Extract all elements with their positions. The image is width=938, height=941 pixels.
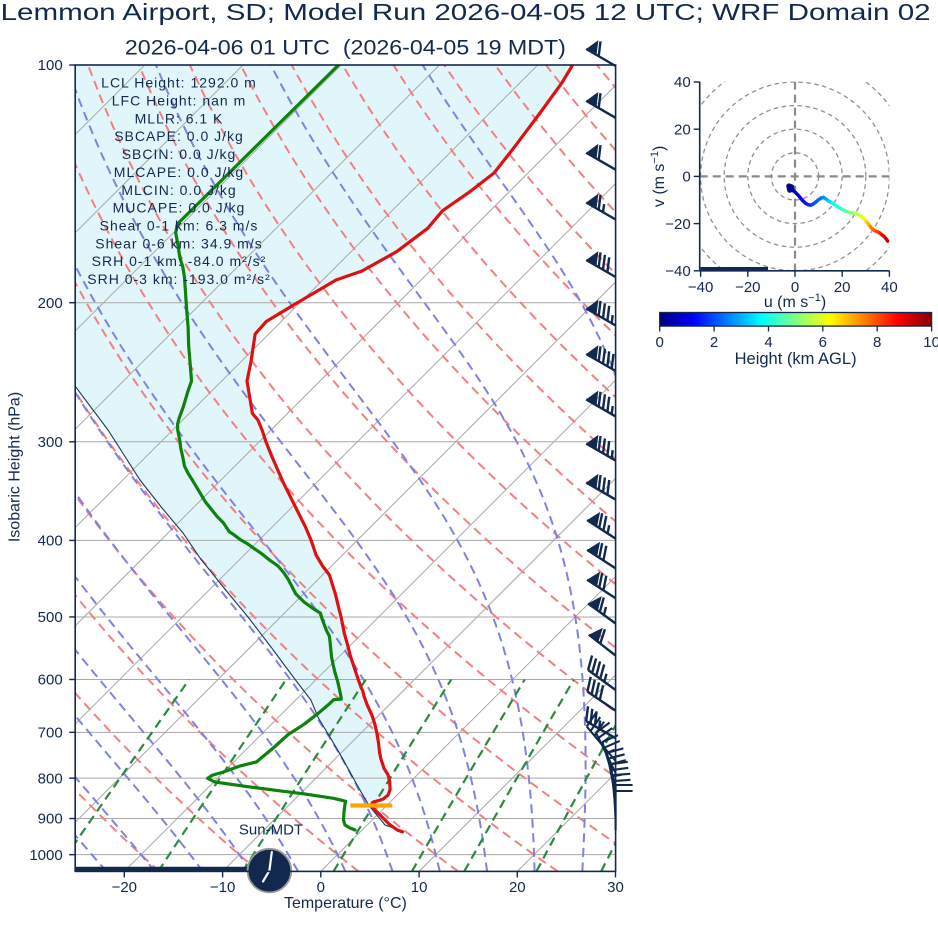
- svg-text:MLCIN: 0.0 J/kg: MLCIN: 0.0 J/kg: [121, 182, 236, 198]
- svg-text:Isobaric Height (hPa): Isobaric Height (hPa): [7, 392, 24, 542]
- svg-text:Sun-MDT: Sun-MDT: [239, 822, 303, 839]
- svg-text:−40: −40: [665, 263, 690, 280]
- svg-text:Lemmon Airport, SD; Model Run: Lemmon Airport, SD; Model Run 2026-04-05…: [1, 0, 931, 25]
- svg-text:Height (km AGL): Height (km AGL): [735, 350, 857, 368]
- svg-text:Temperature (°C): Temperature (°C): [284, 895, 407, 912]
- svg-text:−20: −20: [735, 279, 760, 296]
- svg-text:2: 2: [710, 334, 718, 351]
- svg-text:8: 8: [873, 334, 881, 351]
- svg-text:Shear 0-6 km: 34.9 m/s: Shear 0-6 km: 34.9 m/s: [95, 235, 263, 251]
- svg-text:SRH 0-3 km: -193.0 m²/s²: SRH 0-3 km: -193.0 m²/s²: [87, 271, 270, 287]
- svg-text:30: 30: [607, 879, 624, 896]
- svg-text:100: 100: [38, 57, 63, 74]
- svg-text:LCL Height: 1292.0 m: LCL Height: 1292.0 m: [101, 75, 257, 91]
- svg-text:SBCAPE: 0.0 J/kg: SBCAPE: 0.0 J/kg: [114, 128, 244, 144]
- svg-text:20: 20: [509, 879, 526, 896]
- svg-text:400: 400: [38, 533, 63, 550]
- svg-text:800: 800: [38, 770, 63, 787]
- svg-text:MLCAPE: 0.0 J/kg: MLCAPE: 0.0 J/kg: [114, 164, 244, 180]
- svg-text:0: 0: [656, 334, 664, 351]
- svg-text:2026-04-06 01 UTC (2026-04-05: 2026-04-06 01 UTC (2026-04-05 19 MDT): [125, 36, 566, 60]
- svg-text:1000: 1000: [29, 847, 62, 864]
- svg-text:6: 6: [819, 334, 827, 351]
- svg-text:Shear 0-1 km: 6.3 m/s: Shear 0-1 km: 6.3 m/s: [100, 218, 259, 234]
- svg-text:−20: −20: [112, 879, 137, 896]
- svg-text:700: 700: [38, 725, 63, 742]
- svg-text:300: 300: [38, 434, 63, 451]
- svg-text:LFC Height: nan m: LFC Height: nan m: [112, 93, 247, 109]
- svg-text:40: 40: [881, 279, 898, 296]
- svg-text:0: 0: [317, 879, 325, 896]
- svg-text:10: 10: [411, 879, 428, 896]
- svg-text:20: 20: [834, 279, 851, 296]
- svg-text:SRH 0-1 km: -84.0 m²/s²: SRH 0-1 km: -84.0 m²/s²: [92, 253, 267, 269]
- svg-text:MUCAPE: 0.0 J/kg: MUCAPE: 0.0 J/kg: [113, 200, 246, 216]
- svg-text:−20: −20: [665, 216, 690, 233]
- svg-text:−10: −10: [210, 879, 235, 896]
- svg-text:200: 200: [38, 295, 63, 312]
- svg-text:−40: −40: [688, 279, 713, 296]
- svg-text:600: 600: [38, 672, 63, 689]
- svg-text:10: 10: [923, 334, 938, 351]
- svg-text:4: 4: [764, 334, 772, 351]
- svg-text:40: 40: [674, 74, 691, 91]
- svg-text:SBCIN: 0.0 J/kg: SBCIN: 0.0 J/kg: [122, 146, 237, 162]
- svg-text:500: 500: [38, 609, 63, 626]
- svg-text:0: 0: [682, 169, 690, 186]
- svg-text:MLLR: 6.1 K: MLLR: 6.1 K: [135, 110, 224, 126]
- svg-text:900: 900: [38, 811, 63, 828]
- svg-text:20: 20: [674, 121, 691, 138]
